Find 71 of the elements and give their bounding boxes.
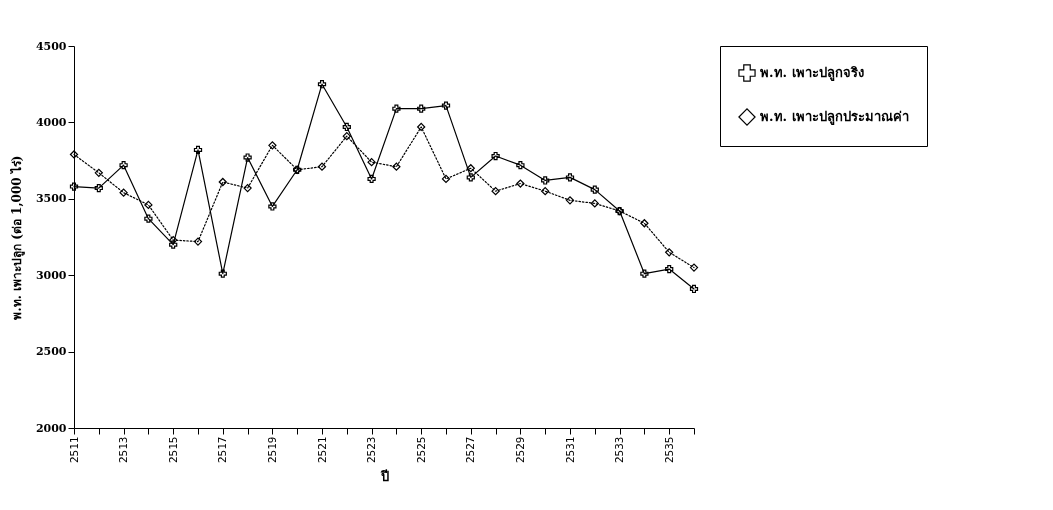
x-tick-label: 2527 (464, 436, 478, 463)
x-tick-label: 2525 (414, 436, 428, 463)
y-axis-title: พ.ท. เพาะปลูก (ต่อ 1,000 ไร่) (8, 155, 25, 320)
x-tick-label: 2535 (662, 436, 676, 463)
point (193, 237, 203, 246)
x-tick-label: 2533 (613, 436, 627, 463)
point (516, 179, 525, 188)
point (640, 219, 649, 228)
point (69, 150, 79, 159)
point (169, 235, 178, 245)
x-tick-label: 2519 (265, 436, 279, 463)
y-tick-label: 3500 (35, 192, 67, 206)
point (144, 214, 153, 223)
point (441, 101, 451, 110)
point (94, 168, 103, 177)
point (268, 141, 277, 150)
point (119, 161, 128, 170)
point (491, 187, 500, 196)
point (516, 161, 525, 170)
point (367, 157, 376, 167)
point (541, 176, 550, 185)
point (144, 200, 153, 210)
point (392, 162, 401, 171)
point (119, 188, 128, 197)
point (565, 196, 575, 205)
point (268, 202, 277, 211)
x-tick-label: 2531 (563, 436, 577, 463)
point (689, 284, 699, 294)
point (541, 187, 550, 196)
legend-label: พ.ท. เพาะปลูกประมาณค่า (760, 109, 909, 125)
x-tick-label: 2511 (67, 436, 81, 463)
point (392, 104, 401, 113)
point (342, 122, 351, 132)
x-tick-label: 2529 (513, 436, 527, 463)
point (466, 164, 475, 173)
y-tick-label: 3000 (35, 268, 67, 282)
x-tick-label: 2517 (216, 436, 230, 463)
point (94, 183, 103, 193)
point (317, 162, 327, 171)
x-tick-label: 2515 (166, 436, 180, 463)
point (417, 104, 426, 113)
point (441, 174, 451, 184)
point (317, 80, 327, 89)
point (640, 269, 649, 278)
y-tick-label: 2500 (35, 345, 67, 359)
point (590, 185, 599, 194)
point (342, 132, 351, 141)
point (565, 173, 575, 182)
legend-label: พ.ท. เพาะปลูกจริง (760, 65, 864, 81)
point (590, 199, 599, 208)
point (491, 151, 500, 161)
y-tick-label: 4500 (35, 39, 67, 53)
x-tick-label: 2523 (365, 436, 379, 463)
y-tick-label: 4000 (35, 115, 67, 129)
point (665, 264, 674, 274)
x-tick-label: 2521 (315, 436, 329, 463)
point (243, 183, 252, 193)
point (218, 177, 227, 187)
point (665, 248, 674, 257)
point (218, 269, 227, 278)
y-tick-label: 2000 (35, 421, 67, 435)
point (69, 182, 79, 191)
point (169, 240, 178, 249)
point (466, 173, 475, 182)
point (689, 263, 699, 272)
point (417, 122, 426, 132)
x-tick-label: 2513 (117, 436, 131, 463)
point (243, 153, 252, 162)
point (367, 174, 376, 184)
x-axis-title: ปี (379, 468, 389, 484)
point (193, 145, 203, 155)
